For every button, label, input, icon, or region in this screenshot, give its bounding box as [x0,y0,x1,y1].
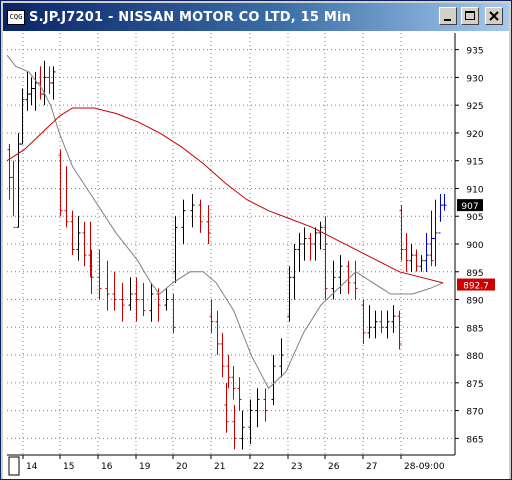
price-chart[interactable]: 865 870 875 880 885 890 895 900 905 910 915 920 925 9… [3,31,509,479]
y-tick-label: 925 [466,102,483,112]
y-tick-label: 870 [466,408,483,418]
ma-value-label: 892.7 [463,282,489,292]
y-tick-label: 885 [466,324,483,334]
title-bar[interactable]: CQG S.JP.J7201 - NISSAN MOTOR CO LTD, 15… [3,3,509,31]
x-tick-label: 26 [328,462,340,472]
x-tick-label: 22 [253,462,264,472]
scroll-handle [8,456,20,476]
y-tick-label: 930 [466,74,483,84]
fast-ma-line [6,54,444,390]
window-title: S.JP.J7201 - NISSAN MOTOR CO LTD, 15 Min [29,9,352,25]
close-button[interactable] [485,7,503,25]
y-tick-label: 880 [466,352,483,362]
y-tick-label: 865 [466,435,483,445]
y-tick-label: 900 [466,241,483,251]
x-tick-label: 20 [176,462,188,472]
ma-value-box [457,278,495,291]
y-tick-label: 905 [466,213,483,223]
x-tick-label: 21 [214,462,225,472]
last-price-box [457,199,483,212]
y-tick-label: 890 [466,297,483,307]
minimize-button[interactable] [439,7,457,25]
maximize-button[interactable] [461,7,479,25]
y-tick-label: 915 [466,158,483,168]
last-price-label: 907 [461,202,478,212]
y-tick-label: 875 [466,380,483,390]
chart-area[interactable]: 865 870 875 880 885 890 895 900 905 910 915 920 925 9… [3,31,509,479]
x-tick-label: 27 [366,462,377,472]
x-tick-label: 28-09:00 [404,462,445,472]
x-tick-label: 19 [139,462,151,472]
y-tick-label: 895 [466,269,483,279]
slow-ma-line [6,107,444,284]
maximize-icon [465,11,475,20]
x-tick-label: 15 [63,462,74,472]
x-tick-label: 14 [26,462,38,472]
close-icon [489,11,499,21]
x-tick-label: 16 [101,462,113,472]
y-tick-label: 920 [466,130,483,140]
y-tick-label: 935 [466,47,483,57]
x-tick-label: 23 [291,462,302,472]
y-tick-label: 910 [466,185,483,195]
app-icon[interactable]: CQG [7,9,25,25]
minimize-icon [444,19,451,21]
